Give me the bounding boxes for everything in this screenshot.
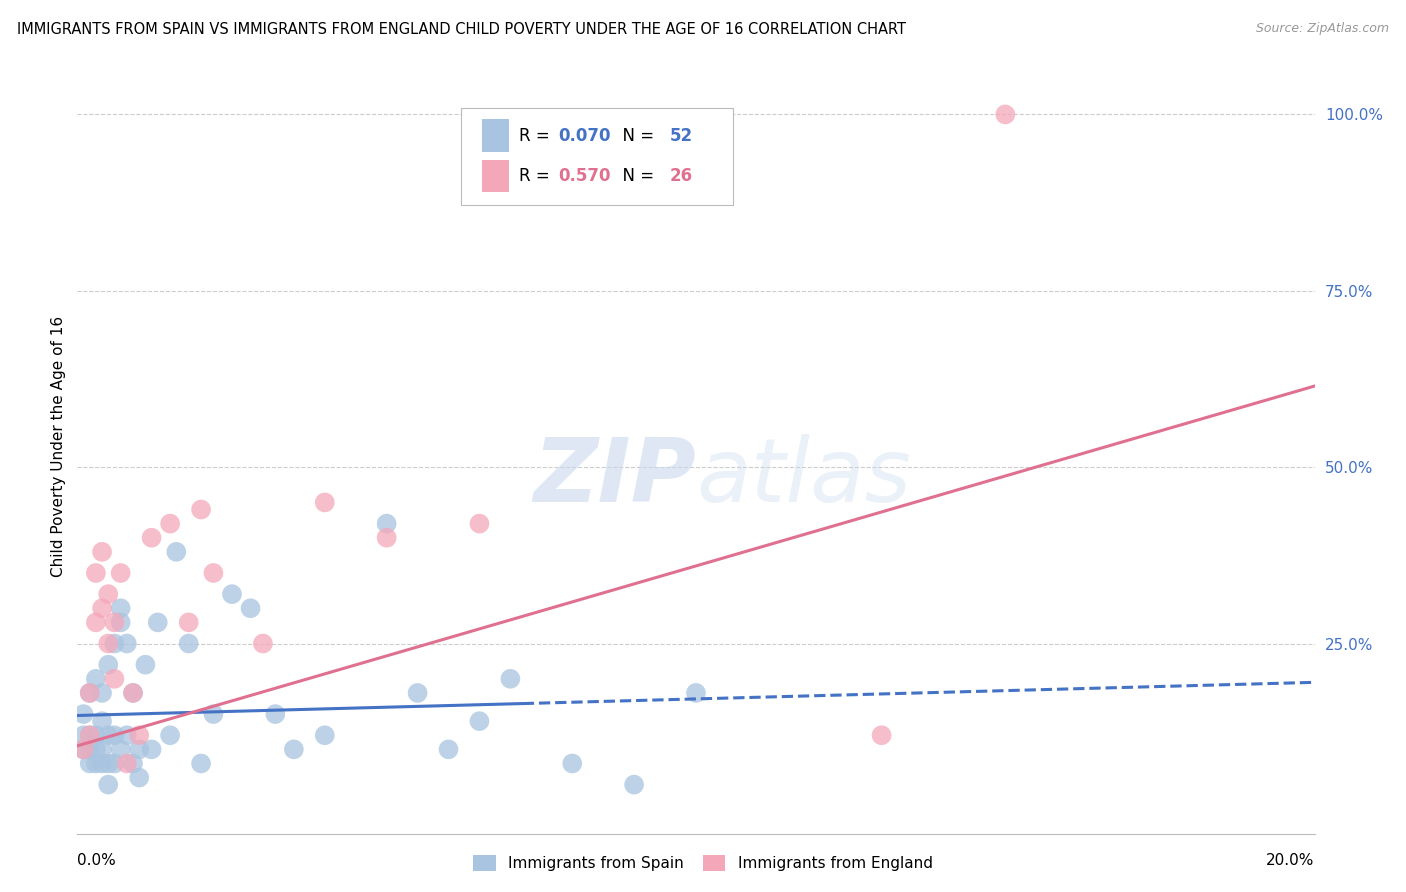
Point xyxy=(72,728,94,742)
Point xyxy=(115,756,138,771)
Point xyxy=(84,742,107,756)
Point xyxy=(190,756,212,771)
Point xyxy=(91,686,114,700)
Point xyxy=(122,686,145,700)
Point xyxy=(468,516,491,531)
Point xyxy=(103,756,125,771)
Point xyxy=(79,756,101,771)
Point xyxy=(110,601,132,615)
Point xyxy=(190,502,212,516)
Text: 26: 26 xyxy=(671,167,693,185)
Point xyxy=(283,742,305,756)
Text: IMMIGRANTS FROM SPAIN VS IMMIGRANTS FROM ENGLAND CHILD POVERTY UNDER THE AGE OF : IMMIGRANTS FROM SPAIN VS IMMIGRANTS FROM… xyxy=(17,22,905,37)
Y-axis label: Child Poverty Under the Age of 16: Child Poverty Under the Age of 16 xyxy=(51,316,66,576)
Point xyxy=(437,742,460,756)
Point xyxy=(79,728,101,742)
Point xyxy=(146,615,169,630)
Point xyxy=(103,672,125,686)
Point xyxy=(165,545,187,559)
Text: 0.570: 0.570 xyxy=(558,167,612,185)
Point xyxy=(79,686,101,700)
Point xyxy=(91,756,114,771)
Point xyxy=(79,686,101,700)
Text: atlas: atlas xyxy=(696,434,911,520)
Point xyxy=(239,601,262,615)
Point xyxy=(159,728,181,742)
Point xyxy=(97,728,120,742)
Point xyxy=(314,495,336,509)
Text: 52: 52 xyxy=(671,127,693,145)
Point xyxy=(252,636,274,650)
Text: N =: N = xyxy=(612,127,659,145)
Point xyxy=(870,728,893,742)
FancyBboxPatch shape xyxy=(482,160,509,193)
Point xyxy=(84,756,107,771)
Point xyxy=(122,756,145,771)
Point xyxy=(314,728,336,742)
Point xyxy=(91,601,114,615)
Point xyxy=(499,672,522,686)
Text: N =: N = xyxy=(612,167,659,185)
Text: ZIP: ZIP xyxy=(533,434,696,521)
Point xyxy=(97,657,120,672)
Point xyxy=(110,615,132,630)
Point xyxy=(91,714,114,728)
Point xyxy=(97,778,120,792)
FancyBboxPatch shape xyxy=(482,120,509,152)
Point xyxy=(561,756,583,771)
Point xyxy=(406,686,429,700)
Text: 0.070: 0.070 xyxy=(558,127,612,145)
Text: 0.0%: 0.0% xyxy=(77,853,117,868)
Point xyxy=(97,756,120,771)
Point xyxy=(128,742,150,756)
Point xyxy=(128,771,150,785)
Point xyxy=(110,742,132,756)
Point xyxy=(468,714,491,728)
FancyBboxPatch shape xyxy=(461,109,733,205)
Point xyxy=(221,587,243,601)
Text: 20.0%: 20.0% xyxy=(1267,853,1315,868)
Point xyxy=(202,566,225,580)
Text: R =: R = xyxy=(519,127,555,145)
Point xyxy=(141,742,163,756)
Point xyxy=(97,636,120,650)
Point xyxy=(91,742,114,756)
Point xyxy=(84,566,107,580)
Point xyxy=(685,686,707,700)
Point xyxy=(159,516,181,531)
Point xyxy=(84,728,107,742)
Point xyxy=(202,707,225,722)
Point xyxy=(141,531,163,545)
Point xyxy=(103,636,125,650)
Point xyxy=(84,615,107,630)
Point xyxy=(79,742,101,756)
Point xyxy=(91,545,114,559)
Point xyxy=(122,686,145,700)
Legend: Immigrants from Spain, Immigrants from England: Immigrants from Spain, Immigrants from E… xyxy=(467,849,939,877)
Point xyxy=(72,742,94,756)
Point xyxy=(79,728,101,742)
Point xyxy=(115,636,138,650)
Point xyxy=(110,566,132,580)
Point xyxy=(72,707,94,722)
Point xyxy=(103,615,125,630)
Point xyxy=(375,516,398,531)
Point xyxy=(115,728,138,742)
Point xyxy=(994,107,1017,121)
Point xyxy=(134,657,156,672)
Point xyxy=(177,636,200,650)
Text: R =: R = xyxy=(519,167,555,185)
Point xyxy=(103,728,125,742)
Text: Source: ZipAtlas.com: Source: ZipAtlas.com xyxy=(1256,22,1389,36)
Point xyxy=(128,728,150,742)
Point xyxy=(72,742,94,756)
Point xyxy=(84,672,107,686)
Point xyxy=(177,615,200,630)
Point xyxy=(97,587,120,601)
Point xyxy=(375,531,398,545)
Point xyxy=(264,707,287,722)
Point xyxy=(623,778,645,792)
